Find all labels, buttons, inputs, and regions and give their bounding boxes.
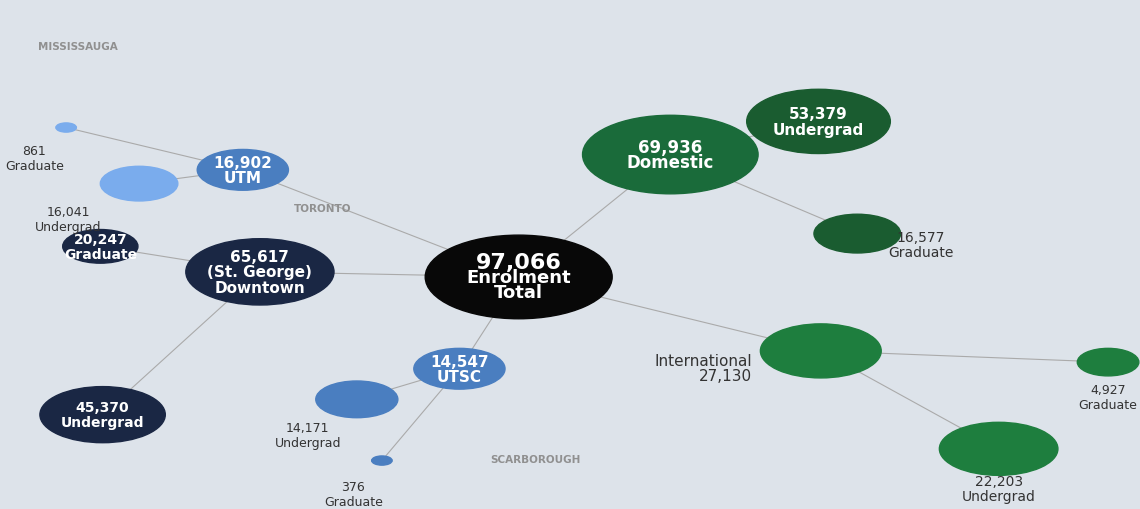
Text: 16,041: 16,041 [47,206,90,219]
Text: 14,171: 14,171 [286,421,329,434]
Text: 861: 861 [23,145,46,158]
Text: 22,203: 22,203 [975,474,1023,488]
Text: Graduate: Graduate [5,160,64,173]
Text: 27,130: 27,130 [699,368,752,383]
Text: Graduate: Graduate [64,247,137,262]
Circle shape [40,387,165,443]
Text: 4,927: 4,927 [1090,383,1126,396]
Circle shape [760,324,881,378]
Text: 376: 376 [342,479,365,493]
Circle shape [197,150,288,191]
Circle shape [1077,349,1139,376]
Text: Graduate: Graduate [324,495,383,508]
Text: UTM: UTM [223,171,262,186]
Text: TORONTO: TORONTO [294,204,351,214]
Text: Undergrad: Undergrad [35,221,101,234]
Text: 97,066: 97,066 [475,252,562,272]
Text: Undergrad: Undergrad [773,122,864,137]
Circle shape [372,456,392,465]
Text: MISSISSAUGA: MISSISSAUGA [38,42,117,52]
Circle shape [316,381,398,418]
Circle shape [583,116,758,194]
Circle shape [100,167,178,202]
Circle shape [56,124,76,133]
Circle shape [414,349,505,389]
Text: 20,247: 20,247 [73,232,128,246]
Text: Undergrad: Undergrad [275,436,341,449]
Text: SCARBOROUGH: SCARBOROUGH [490,454,581,464]
Text: 14,547: 14,547 [430,354,489,369]
Text: Graduate: Graduate [1078,398,1138,411]
Text: 65,617: 65,617 [230,249,290,265]
Text: 53,379: 53,379 [789,107,848,122]
Circle shape [425,236,612,319]
Text: 69,936: 69,936 [638,138,702,157]
Text: Undergrad: Undergrad [60,415,145,430]
Text: UTSC: UTSC [437,369,482,384]
Text: 16,902: 16,902 [213,155,272,171]
Text: Graduate: Graduate [888,246,954,260]
Text: (St. George): (St. George) [207,265,312,280]
Text: Enrolment: Enrolment [466,268,571,287]
Circle shape [63,230,138,264]
Text: Downtown: Downtown [214,280,306,295]
Text: 45,370: 45,370 [75,400,130,414]
Circle shape [939,422,1058,475]
Circle shape [814,215,901,253]
Circle shape [747,90,890,154]
Text: Undergrad: Undergrad [962,489,1035,503]
Text: Domestic: Domestic [627,154,714,172]
Circle shape [186,239,334,305]
Text: Total: Total [495,284,543,302]
Text: 16,577: 16,577 [897,231,945,245]
Text: International: International [654,353,752,368]
